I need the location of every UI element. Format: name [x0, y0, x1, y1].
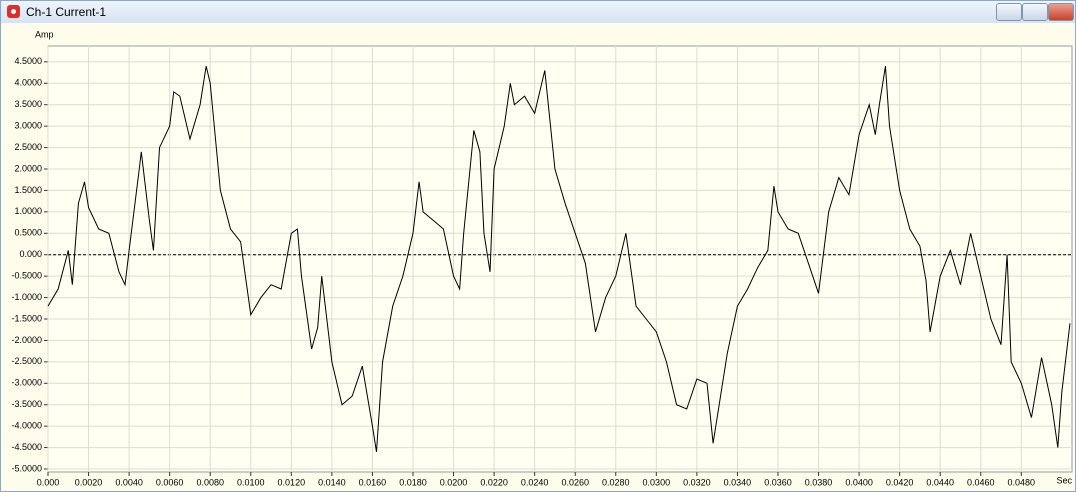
x-tick-label: 0.0020	[75, 477, 103, 487]
x-tick-label: 0.0280	[602, 477, 630, 487]
signal-line	[47, 66, 1071, 452]
y-axis-label: Amp	[35, 29, 54, 39]
plot-area	[47, 45, 1073, 473]
x-tick-label: 0.0060	[156, 477, 184, 487]
y-tick-label: -2.0000	[11, 335, 42, 345]
y-tick-label: 0.000	[19, 249, 42, 259]
x-tick-label: 0.0140	[318, 477, 346, 487]
x-tick-label: 0.0100	[237, 477, 265, 487]
y-tick-label: -3.5000	[11, 399, 42, 409]
y-tick-label: -4.0000	[11, 421, 42, 431]
app-icon	[7, 5, 20, 18]
x-tick-label: 0.0440	[926, 477, 954, 487]
y-tick-label: 1.5000	[14, 185, 42, 195]
y-tick-label: 2.5000	[14, 142, 42, 152]
x-tick-label: 0.0180	[399, 477, 427, 487]
minimize-button[interactable]	[996, 3, 1022, 21]
x-tick-label: 0.0220	[480, 477, 508, 487]
maximize-button[interactable]	[1022, 3, 1048, 21]
y-tick-label: -1.5000	[11, 313, 42, 323]
x-tick-label: 0.0160	[359, 477, 387, 487]
x-tick-label: 0.0340	[724, 477, 752, 487]
x-tick-label: 0.0260	[561, 477, 589, 487]
y-tick-label: 4.5000	[14, 56, 42, 66]
y-tick-label: 1.0000	[14, 206, 42, 216]
y-tick-label: -2.5000	[11, 356, 42, 366]
y-tick-label: -1.0000	[11, 292, 42, 302]
y-tick-label: -3.0000	[11, 378, 42, 388]
x-tick-label: 0.000	[37, 477, 60, 487]
x-tick-label: 0.0420	[886, 477, 914, 487]
chart: Amp Sec -5.0000 -4.5000 -4.0000 -3.5000 -3.0…	[1, 23, 1075, 491]
title-bar: Ch-1 Current-1	[1, 1, 1075, 23]
x-tick-label: 0.0300	[643, 477, 671, 487]
x-tick-label: 0.0040	[115, 477, 143, 487]
x-tick-label: 0.0320	[683, 477, 711, 487]
window-title: Ch-1 Current-1	[26, 5, 107, 19]
x-axis-label: Sec	[1056, 475, 1072, 485]
y-tick-label: 3.0000	[14, 121, 42, 131]
x-tick-label: 0.0400	[845, 477, 873, 487]
y-tick-label: 2.0000	[14, 163, 42, 173]
x-tick-label: 0.0240	[521, 477, 549, 487]
x-tick-label: 0.0460	[967, 477, 995, 487]
x-tick-label: 0.0380	[805, 477, 833, 487]
x-tick-label: 0.0360	[764, 477, 792, 487]
y-tick-label: 3.5000	[14, 99, 42, 109]
x-tick-label: 0.0200	[440, 477, 468, 487]
y-tick-label: -4.5000	[11, 442, 42, 452]
x-tick-label: 0.0080	[196, 477, 224, 487]
close-button[interactable]	[1048, 3, 1074, 21]
x-tick-label: 0.0120	[278, 477, 306, 487]
y-tick-label: 4.0000	[14, 78, 42, 88]
y-tick-label: -5.0000	[11, 463, 42, 473]
y-tick-label: -0.5000	[11, 271, 42, 281]
x-tick-label: 0.0480	[1008, 477, 1036, 487]
y-tick-label: 0.5000	[14, 228, 42, 238]
